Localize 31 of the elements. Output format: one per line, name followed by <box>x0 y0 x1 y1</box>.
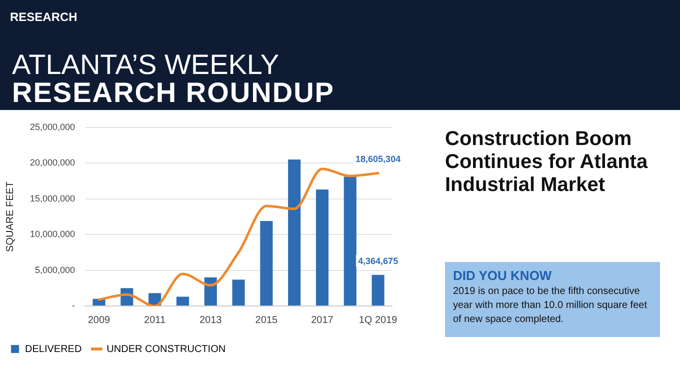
y-tick-label: 5,000,000 <box>34 264 76 275</box>
legend-label: DELIVERED <box>25 344 82 355</box>
bar <box>232 280 245 306</box>
x-tick-label: 1Q 2019 <box>358 314 398 326</box>
y-tick-label: 25,000,000 <box>30 122 76 132</box>
y-tick-label: 10,000,000 <box>30 229 76 240</box>
bar <box>288 160 301 306</box>
x-tick-label: 2011 <box>144 314 166 326</box>
bar <box>260 220 273 306</box>
text: RESEARCH ROUNDUP <box>12 77 334 108</box>
bar <box>344 176 356 306</box>
data-label: 18,605,304 <box>356 154 401 164</box>
bar <box>372 274 384 306</box>
bar <box>176 296 189 306</box>
bar <box>316 190 329 306</box>
x-tick-label: 2017 <box>311 314 334 326</box>
x-tick-label: 2013 <box>199 314 222 326</box>
y-tick-label: 15,000,000 <box>30 193 76 204</box>
text: 2019 is on pace to be the fifth consecutive year with more than 10.0 million square feet of new space completed. <box>453 285 648 327</box>
text: RESEARCH <box>10 10 78 24</box>
text: DID YOU KNOW <box>453 268 553 283</box>
legend-label: UNDER CONSTRUCTION <box>106 344 226 355</box>
y-tick-label: 20,000,000 <box>30 158 76 168</box>
data-label: 4,364,675 <box>358 256 398 266</box>
text: ATLANTA’S WEEKLY <box>12 49 280 80</box>
y-tick-label: - <box>72 300 76 310</box>
x-tick-label: 2015 <box>255 314 278 326</box>
bar <box>204 277 217 306</box>
text: Construction Boom Continues for Atlanta Industrial Market <box>445 128 649 197</box>
y-axis-title: SQUARE FEET <box>4 181 16 252</box>
x-tick-label: 2009 <box>88 314 111 326</box>
